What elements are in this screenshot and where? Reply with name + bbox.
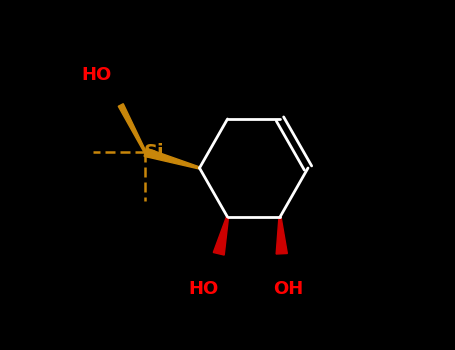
Text: Si: Si	[144, 143, 164, 162]
Text: OH: OH	[273, 280, 304, 298]
Polygon shape	[213, 217, 228, 255]
Polygon shape	[276, 217, 288, 254]
Text: HO: HO	[81, 66, 111, 84]
Polygon shape	[118, 104, 146, 153]
Text: HO: HO	[188, 280, 218, 298]
Polygon shape	[144, 148, 200, 169]
